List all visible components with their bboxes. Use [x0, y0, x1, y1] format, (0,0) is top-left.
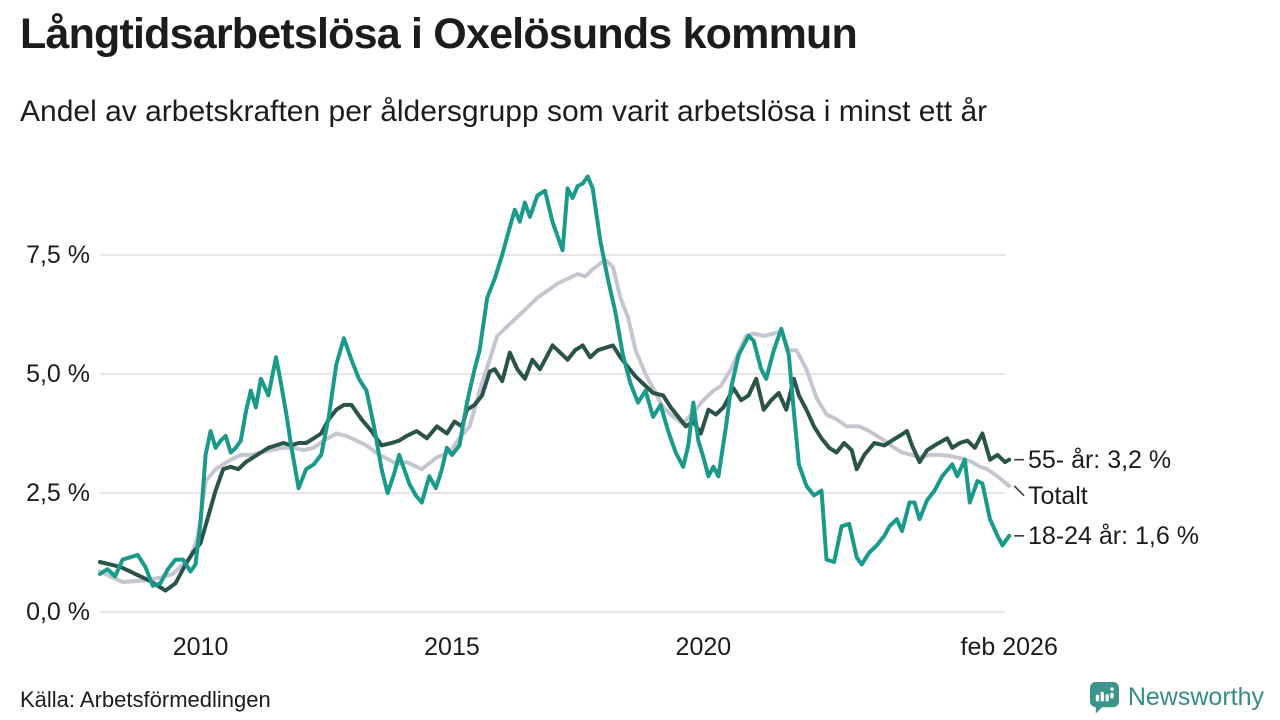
- series-end-label-18-24-r: 18-24 år: 1,6 %: [1028, 521, 1199, 550]
- series-line-18-24-r: [98, 174, 1012, 588]
- series-end-label-55-r: 55- år: 3,2 %: [1028, 445, 1172, 474]
- x-tick-label: 2020: [675, 633, 732, 661]
- y-tick-label: 7,5 %: [26, 241, 90, 269]
- x-tick-label: 2010: [172, 633, 229, 661]
- series-end-label-totalt: Totalt: [1028, 481, 1088, 510]
- newsworthy-logo[interactable]: Newsworthy: [1089, 681, 1264, 714]
- y-tick-label: 5,0 %: [26, 360, 90, 388]
- x-tick-label: 2015: [424, 633, 480, 661]
- series-line-55-r: [98, 343, 1012, 593]
- page-subtitle: Andel av arbetskraften per åldersgrupp s…: [20, 95, 988, 128]
- end-label-connector: [1013, 485, 1025, 497]
- page-title: Långtidsarbetslösa i Oxelösunds kommun: [20, 10, 858, 58]
- y-tick-label: 2,5 %: [26, 479, 90, 507]
- newsworthy-bars-icon: [1089, 682, 1119, 714]
- newsworthy-wordmark: Newsworthy: [1127, 683, 1264, 711]
- y-tick-label: 0,0 %: [26, 598, 90, 626]
- source-note: Källa: Arbetsförmedlingen: [20, 687, 271, 712]
- x-tick-label: feb 2026: [960, 633, 1058, 661]
- series-line-totalt: [98, 257, 1012, 584]
